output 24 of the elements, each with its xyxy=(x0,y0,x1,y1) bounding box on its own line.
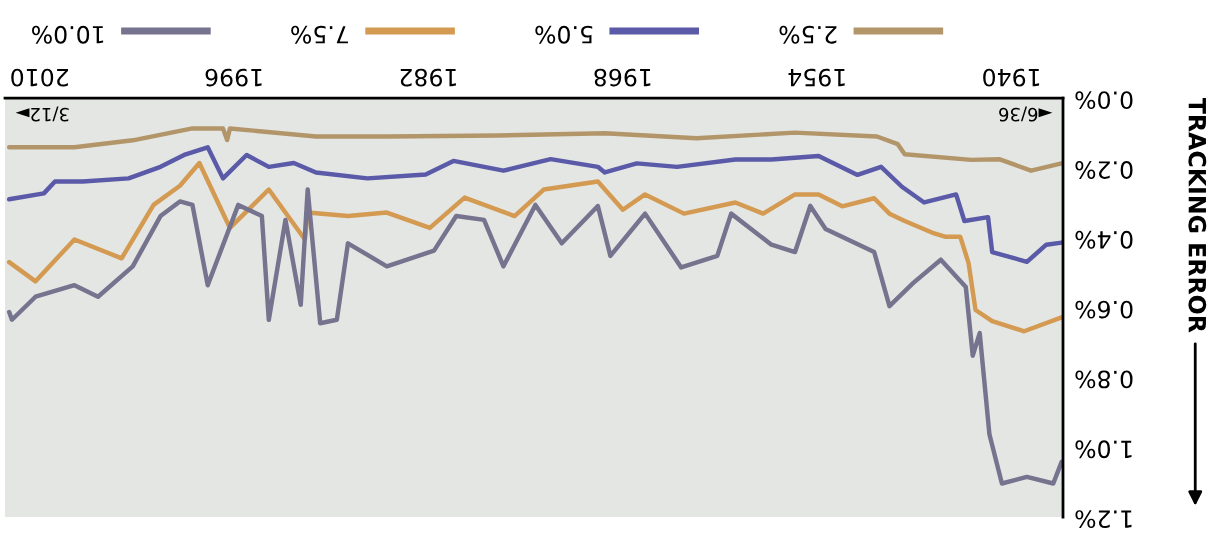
x-tick-label: 1982 xyxy=(400,68,456,87)
legend-label: 7.5% xyxy=(291,25,348,44)
y-tick-label: 0.2% xyxy=(1075,161,1133,179)
x-tick-label: 1996 xyxy=(205,68,262,87)
x-tick-label: 1954 xyxy=(788,68,845,87)
y-tick-label: 0.8% xyxy=(1075,370,1133,389)
x-tick-label: 1940 xyxy=(983,68,1040,87)
x-tick-label: 1968 xyxy=(594,68,651,87)
y-axis-title: TRACKING ERROR xyxy=(1188,97,1207,333)
y-tick-label: 0.0% xyxy=(1075,91,1133,110)
y-tick-label: 1.2% xyxy=(1075,510,1132,529)
annotation: 3/12► xyxy=(15,106,69,122)
legend-label: 5.0% xyxy=(535,25,593,44)
annotation: ◄6/36 xyxy=(999,106,1053,122)
line-series xyxy=(6,160,1063,334)
line-series xyxy=(6,187,1063,486)
y-tick-label: 1.0% xyxy=(1075,440,1132,459)
line-series xyxy=(6,126,1063,173)
line-series xyxy=(6,145,1063,265)
y-tick-label: 0.4% xyxy=(1075,230,1133,249)
x-tick-label: 2010 xyxy=(11,68,69,87)
legend-label: 10.0% xyxy=(32,25,104,44)
legend-label: 2.5% xyxy=(779,25,837,44)
y-tick-label: 0.6% xyxy=(1075,300,1133,319)
